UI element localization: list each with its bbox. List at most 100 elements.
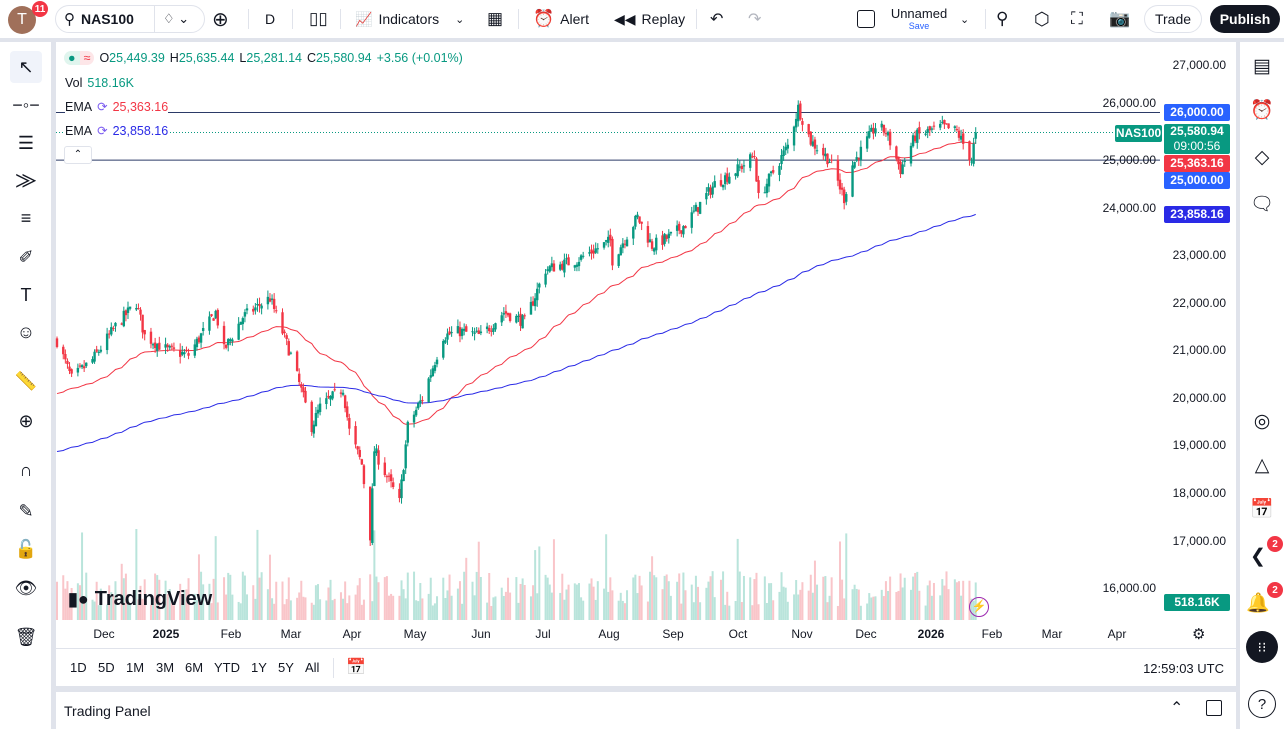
time-label: Aug <box>598 627 620 641</box>
ideas-icon[interactable]: △ <box>1254 454 1270 476</box>
trend-line-icon[interactable]: −◦− <box>12 94 40 115</box>
text-icon[interactable]: T <box>20 284 32 305</box>
eye-icon[interactable]: 👁 <box>14 577 38 598</box>
utc-clock[interactable]: 12:59:03 UTC <box>1143 661 1224 676</box>
apps-grid-icon[interactable]: ⁝⁝ <box>1246 631 1278 663</box>
diamond-icon[interactable]: ♢ ⌄ <box>163 11 190 26</box>
prediction-icon[interactable]: ≡ <box>20 207 32 228</box>
avatar[interactable]: T <box>8 6 36 34</box>
lock-icon[interactable]: 🔓 <box>14 538 38 559</box>
range-button-6m[interactable]: 6M <box>185 660 204 675</box>
publish-button[interactable]: Publish <box>1210 5 1280 33</box>
watchlist-icon[interactable]: ▤ <box>1253 55 1271 77</box>
chevron-down-icon[interactable]: ⌄ <box>960 13 970 26</box>
candle-body <box>68 366 71 371</box>
candle <box>888 128 892 150</box>
alert-button[interactable]: ⏰ Alert <box>533 9 589 28</box>
volume-bar <box>932 582 935 620</box>
redo-icon[interactable]: ↷ <box>748 11 762 28</box>
cursor-icon[interactable]: ↖ <box>10 51 42 83</box>
candle-body <box>327 395 330 398</box>
candle-body <box>955 129 959 131</box>
collapse-legend-button[interactable]: ⌃ <box>64 146 92 164</box>
volume-bar <box>816 584 819 620</box>
candle <box>458 321 462 343</box>
layout-name-button[interactable]: Unnamed Save <box>890 6 948 31</box>
undo-icon[interactable]: ↶ <box>710 11 724 28</box>
layouts-grid-icon[interactable]: ▦ <box>487 9 504 28</box>
camera-icon[interactable]: 📷 <box>1109 9 1131 28</box>
chevron-up-icon[interactable]: ⌃ <box>1170 700 1184 717</box>
range-button-ytd[interactable]: YTD <box>214 660 240 675</box>
brush-icon[interactable]: ✐ <box>18 246 34 267</box>
quick-search-icon[interactable]: ⚲ <box>996 9 1009 28</box>
candle-body <box>515 315 518 323</box>
replay-button[interactable]: ◀◀ Replay <box>614 10 686 28</box>
volume-bar <box>450 595 453 620</box>
ema-legend-2[interactable]: EMA ⟳ 23,858.16 <box>65 123 169 138</box>
volume-bar <box>655 577 658 620</box>
axis-settings-icon[interactable]: ⚙ <box>1192 626 1206 643</box>
ema-legend-1[interactable]: EMA ⟳ 25,363.16 <box>65 99 169 114</box>
volume-bar <box>605 534 608 620</box>
volume-bar <box>930 595 933 620</box>
range-button-1y[interactable]: 1Y <box>251 660 267 675</box>
maximize-icon[interactable] <box>1206 700 1222 716</box>
volume-bar <box>108 585 111 620</box>
lightning-icon[interactable]: ⚡ <box>969 597 989 617</box>
chevron-down-icon[interactable]: ⌄ <box>455 13 465 26</box>
interval-button[interactable]: D <box>265 11 276 27</box>
candle-body <box>237 323 240 340</box>
range-button-3m[interactable]: 3M <box>156 660 175 675</box>
screener-icon[interactable]: ◎ <box>1253 410 1271 432</box>
calendar-icon[interactable]: 📅 <box>1250 499 1274 520</box>
candle-body <box>680 230 683 234</box>
candle-body <box>139 309 142 315</box>
layout-checkbox[interactable] <box>857 10 875 28</box>
candle-body <box>354 426 357 445</box>
candle-body <box>655 237 658 251</box>
news-feed-icon[interactable]: ❮ <box>1250 545 1266 567</box>
indicators-button[interactable]: 📈 Indicators ⌄ <box>355 10 465 28</box>
candle <box>358 446 361 460</box>
fib-retracement-icon[interactable]: ☰ <box>17 132 35 153</box>
help-icon[interactable]: ? <box>1248 690 1276 718</box>
trading-panel[interactable]: Trading Panel ⌃ <box>56 692 1236 729</box>
notifications-icon[interactable]: 🔔 <box>1246 593 1270 614</box>
ruler-icon[interactable]: 📏 <box>14 370 38 391</box>
lock-drawing-icon[interactable]: ✎ <box>18 500 34 521</box>
chat-icon[interactable]: 🗨 <box>1249 194 1275 215</box>
candle-body <box>792 126 796 146</box>
range-button-5y[interactable]: 5Y <box>278 660 294 675</box>
range-button-all[interactable]: All <box>305 660 320 675</box>
add-symbol-button[interactable]: ⊕ <box>212 8 229 31</box>
settings-gear-icon[interactable]: ⬡ <box>1034 8 1050 29</box>
range-button-5d[interactable]: 5D <box>98 660 115 675</box>
object-tree-icon[interactable]: ◇ <box>1254 146 1270 168</box>
go-to-date-icon[interactable]: 📅 <box>346 659 366 676</box>
volume-bar <box>166 594 169 620</box>
pattern-icon[interactable]: ⨠ <box>15 169 37 190</box>
volume-bar <box>667 581 670 620</box>
candle-body <box>751 156 754 158</box>
emoji-icon[interactable]: ☺ <box>16 321 36 342</box>
fullscreen-icon[interactable]: ⛶ <box>1071 9 1083 28</box>
candle <box>139 307 142 321</box>
candles-icon[interactable]: ▯▯ <box>309 9 328 28</box>
trade-button[interactable]: Trade <box>1144 5 1202 33</box>
magnet-icon[interactable]: ∩ <box>19 459 33 480</box>
range-button-1m[interactable]: 1M <box>126 660 145 675</box>
alerts-icon[interactable]: ⏰ <box>1250 100 1274 121</box>
candle-body <box>874 128 877 134</box>
chart-panel[interactable] <box>56 42 1236 686</box>
volume-bar <box>559 592 562 620</box>
candle-body <box>227 339 230 346</box>
zoom-in-icon[interactable]: ⊕ <box>18 410 34 431</box>
volume-bar <box>515 577 518 620</box>
symbol-search[interactable]: ⚲ NAS100 ♢ ⌄ <box>55 5 205 33</box>
candle <box>859 140 863 167</box>
trash-icon[interactable]: 🗑 <box>14 626 38 647</box>
range-button-1d[interactable]: 1D <box>70 660 87 675</box>
candle <box>475 327 478 333</box>
